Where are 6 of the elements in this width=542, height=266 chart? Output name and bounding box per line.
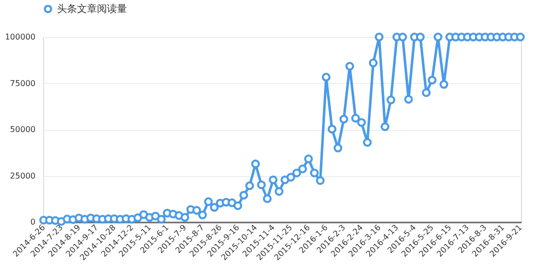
y-tick-label: 100000 bbox=[4, 32, 36, 42]
y-tick-label: 50000 bbox=[10, 125, 36, 134]
legend-label: 头条文章阅读量 bbox=[57, 3, 127, 15]
y-tick-label: 0 bbox=[30, 218, 36, 226]
y-tick-label: 25000 bbox=[10, 171, 36, 180]
y-tick-label: 75000 bbox=[10, 78, 36, 88]
